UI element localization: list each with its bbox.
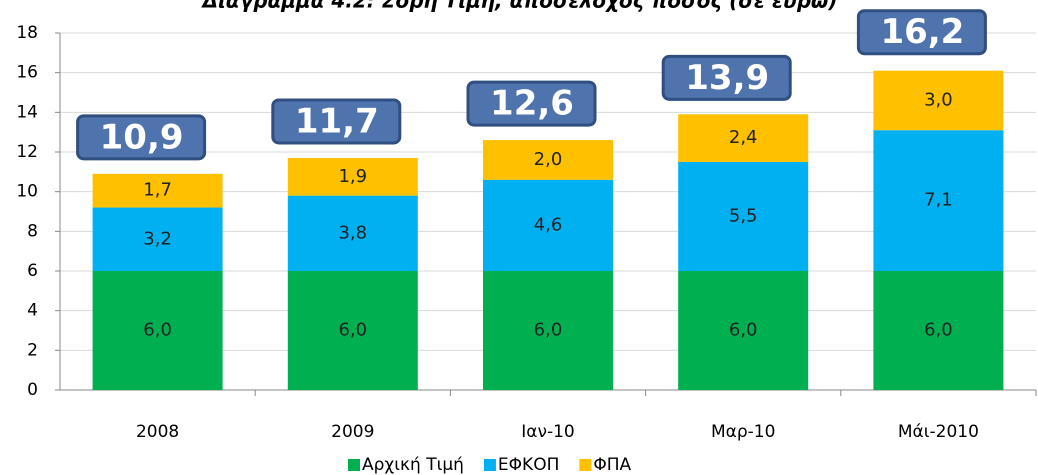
data-label: 6,0: [143, 320, 172, 341]
data-label: 1,7: [143, 180, 172, 201]
total-label: 12,6: [490, 84, 574, 124]
data-label: 6,0: [534, 320, 563, 341]
y-tick-label: 8: [27, 221, 38, 241]
data-label: 5,5: [729, 205, 758, 226]
bar-segment: [483, 179, 613, 271]
x-tick-label: Μάι-2010: [898, 422, 979, 442]
bar-segment: [678, 161, 809, 271]
data-label: 6,0: [338, 320, 367, 341]
total-label: 16,2: [880, 12, 964, 52]
y-tick-label: 18: [16, 23, 38, 43]
data-label: 3,2: [143, 228, 172, 249]
bar-segment: [678, 271, 809, 390]
legend-label: Αρχική Τιμή: [362, 455, 464, 475]
total-label: 13,9: [685, 58, 769, 98]
data-label: 2,4: [729, 127, 758, 148]
bar-segment: [873, 70, 1004, 131]
data-label: 7,1: [924, 190, 953, 211]
legend-swatch: [483, 459, 496, 471]
bar-segment: [287, 195, 418, 271]
x-tick-label: 2009: [331, 422, 374, 442]
data-label: 3,8: [338, 222, 367, 243]
bar-segment: [873, 130, 1004, 271]
legend-label: ΦΠΑ: [593, 455, 631, 475]
data-label: 6,0: [924, 320, 953, 341]
data-label: 4,6: [534, 214, 563, 235]
legend-swatch: [579, 459, 592, 471]
bar-segment: [92, 173, 223, 208]
y-tick-label: 10: [16, 182, 38, 202]
x-tick-label: Ιαν-10: [521, 422, 574, 442]
data-label: 6,0: [729, 320, 758, 341]
data-label: 2,0: [534, 149, 563, 170]
chart-title: Διάγραμμα 4.2: Σορή Τιμή, αποσελοχος πόσ…: [201, 0, 838, 13]
data-label: 3,0: [924, 89, 953, 110]
total-box: [661, 54, 792, 101]
bar-segment: [92, 271, 223, 390]
y-tick-label: 16: [16, 63, 38, 83]
total-box: [271, 98, 402, 145]
legend-label: ΕΦΚΟΠ: [498, 455, 559, 475]
y-tick-label: 6: [27, 261, 38, 281]
bar-segment: [873, 271, 1004, 390]
bar-segment: [92, 207, 223, 271]
bar-segment: [483, 271, 613, 390]
total-label: 11,7: [295, 101, 379, 141]
x-tick-label: Μαρ-10: [711, 422, 775, 442]
bar-segment: [678, 114, 809, 162]
bar-segment: [483, 140, 613, 180]
bar-segment: [287, 271, 418, 390]
x-tick-label: 2008: [136, 422, 179, 442]
y-tick-label: 4: [27, 301, 38, 321]
y-tick-label: 2: [27, 340, 38, 360]
total-box: [856, 9, 987, 56]
total-box: [466, 80, 597, 127]
y-tick-label: 12: [16, 142, 38, 162]
y-tick-label: 0: [27, 380, 38, 400]
y-tick-label: 14: [16, 102, 38, 122]
bar-segment: [287, 157, 418, 196]
total-box: [76, 114, 207, 161]
total-label: 10,9: [100, 117, 184, 157]
legend-swatch: [348, 459, 360, 471]
data-label: 1,9: [338, 166, 367, 187]
